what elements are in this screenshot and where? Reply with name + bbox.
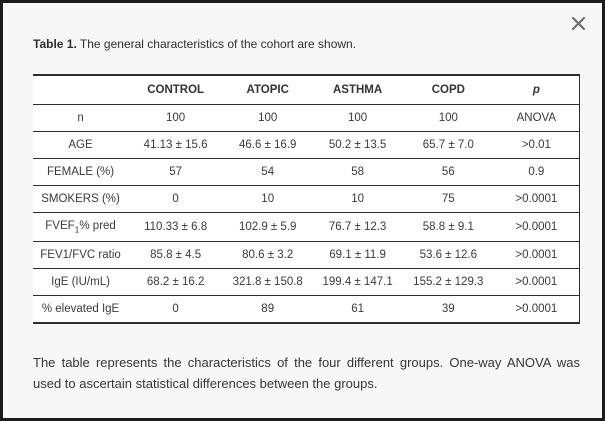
column-header	[33, 75, 129, 105]
table-cell: 65.7 ± 7.0	[402, 131, 494, 159]
table-cell: 0	[128, 295, 224, 324]
table-cell: 100	[223, 104, 313, 132]
table-cell: 10	[223, 185, 313, 213]
table-cell: 100	[402, 104, 494, 132]
table-cell: 53.6 ± 12.6	[402, 241, 494, 270]
table-caption: The table represents the characteristics…	[33, 355, 580, 392]
row-label: FEMALE (%)	[33, 158, 129, 186]
table-cell: >0.0001	[493, 268, 580, 297]
table-row: n 100 100 100 100 ANOVA	[33, 104, 580, 132]
table-cell: 50.2 ± 13.5	[312, 131, 403, 159]
table-row: % elevated IgE 0 89 61 39 >0.0001	[33, 295, 580, 324]
table-cell: 75	[402, 185, 494, 213]
table-cell: 58	[312, 158, 403, 186]
close-icon	[571, 16, 586, 31]
table-cell: 110.33 ± 6.8	[128, 212, 224, 243]
table-cell: 321.8 ± 150.8	[223, 268, 313, 297]
row-label: FVEF1% pred	[33, 212, 129, 243]
table-cell: ANOVA	[493, 104, 580, 132]
table-cell: >0.0001	[493, 185, 580, 213]
table-cell: 54	[223, 158, 313, 186]
table-row: FVEF1% pred 110.33 ± 6.8 102.9 ± 5.9 76.7 ±…	[33, 212, 580, 243]
row-label: % elevated IgE	[33, 295, 129, 324]
column-header: COPD	[402, 75, 494, 105]
column-header: p	[493, 75, 580, 105]
table-cell: 46.6 ± 16.9	[223, 131, 313, 159]
table-cell: 76.7 ± 12.3	[312, 212, 403, 243]
row-label: FEV1/FVC ratio	[33, 241, 129, 270]
table-title-text: The general characteristics of the cohor…	[76, 37, 357, 51]
close-button[interactable]	[567, 12, 589, 34]
table-cell: 80.6 ± 3.2	[223, 241, 313, 270]
table-cell: 69.1 ± 11.9	[312, 241, 403, 270]
row-label: IgE (IU/mL)	[33, 268, 129, 297]
table-row: IgE (IU/mL) 68.2 ± 16.2 321.8 ± 150.8 199.4…	[33, 268, 580, 297]
row-label: n	[33, 104, 129, 132]
table-cell: 57	[128, 158, 224, 186]
table-title: Table 1. The general characteristics of …	[33, 37, 602, 52]
row-label: AGE	[33, 131, 129, 159]
table-cell: 58.8 ± 9.1	[402, 212, 494, 243]
table-cell: 199.4 ± 147.1	[312, 268, 403, 297]
table-cell: 155.2 ± 129.3	[402, 268, 494, 297]
table-head-row: CONTROL ATOPIC ASTHMA COPD p	[33, 75, 580, 105]
column-header: ATOPIC	[223, 75, 313, 105]
column-header: ASTHMA	[312, 75, 403, 105]
table-cell: 61	[312, 295, 403, 324]
table-cell: 100	[128, 104, 224, 132]
table-cell: >0.01	[493, 131, 580, 159]
table-cell: >0.0001	[493, 295, 580, 324]
table-cell: 41.13 ± 15.6	[128, 131, 224, 159]
table-body: n 100 100 100 100 ANOVA AGE 41.13 ± 15.6 46.6 ± …	[33, 104, 580, 324]
table-cell: 102.9 ± 5.9	[223, 212, 313, 243]
column-header: CONTROL	[128, 75, 224, 105]
table-cell: >0.0001	[493, 241, 580, 270]
table-cell: 0.9	[493, 158, 580, 186]
table-row: AGE 41.13 ± 15.6 46.6 ± 16.9 50.2 ± 13.5 65.…	[33, 131, 580, 159]
row-label: SMOKERS (%)	[33, 185, 129, 213]
table-cell: 56	[402, 158, 494, 186]
table-cell: 89	[223, 295, 313, 324]
dialog-content: Table 1. The general characteristics of …	[3, 37, 602, 394]
table-title-number: Table 1.	[33, 37, 77, 51]
table-cell: >0.0001	[493, 212, 580, 243]
table-cell: 68.2 ± 16.2	[128, 268, 224, 297]
table-cell: 85.8 ± 4.5	[128, 241, 224, 270]
characteristics-table: CONTROL ATOPIC ASTHMA COPD p n 100 100 100 100 AN…	[33, 74, 580, 325]
table-row: FEMALE (%) 57 54 58 56 0.9	[33, 158, 580, 186]
table-row: FEV1/FVC ratio 85.8 ± 4.5 80.6 ± 3.2 69.1 ±…	[33, 241, 580, 270]
table-cell: 0	[128, 185, 224, 213]
table-cell: 100	[312, 104, 403, 132]
table-cell: 10	[312, 185, 403, 213]
table-cell: 39	[402, 295, 494, 324]
table-row: SMOKERS (%) 0 10 10 75 >0.0001	[33, 185, 580, 213]
